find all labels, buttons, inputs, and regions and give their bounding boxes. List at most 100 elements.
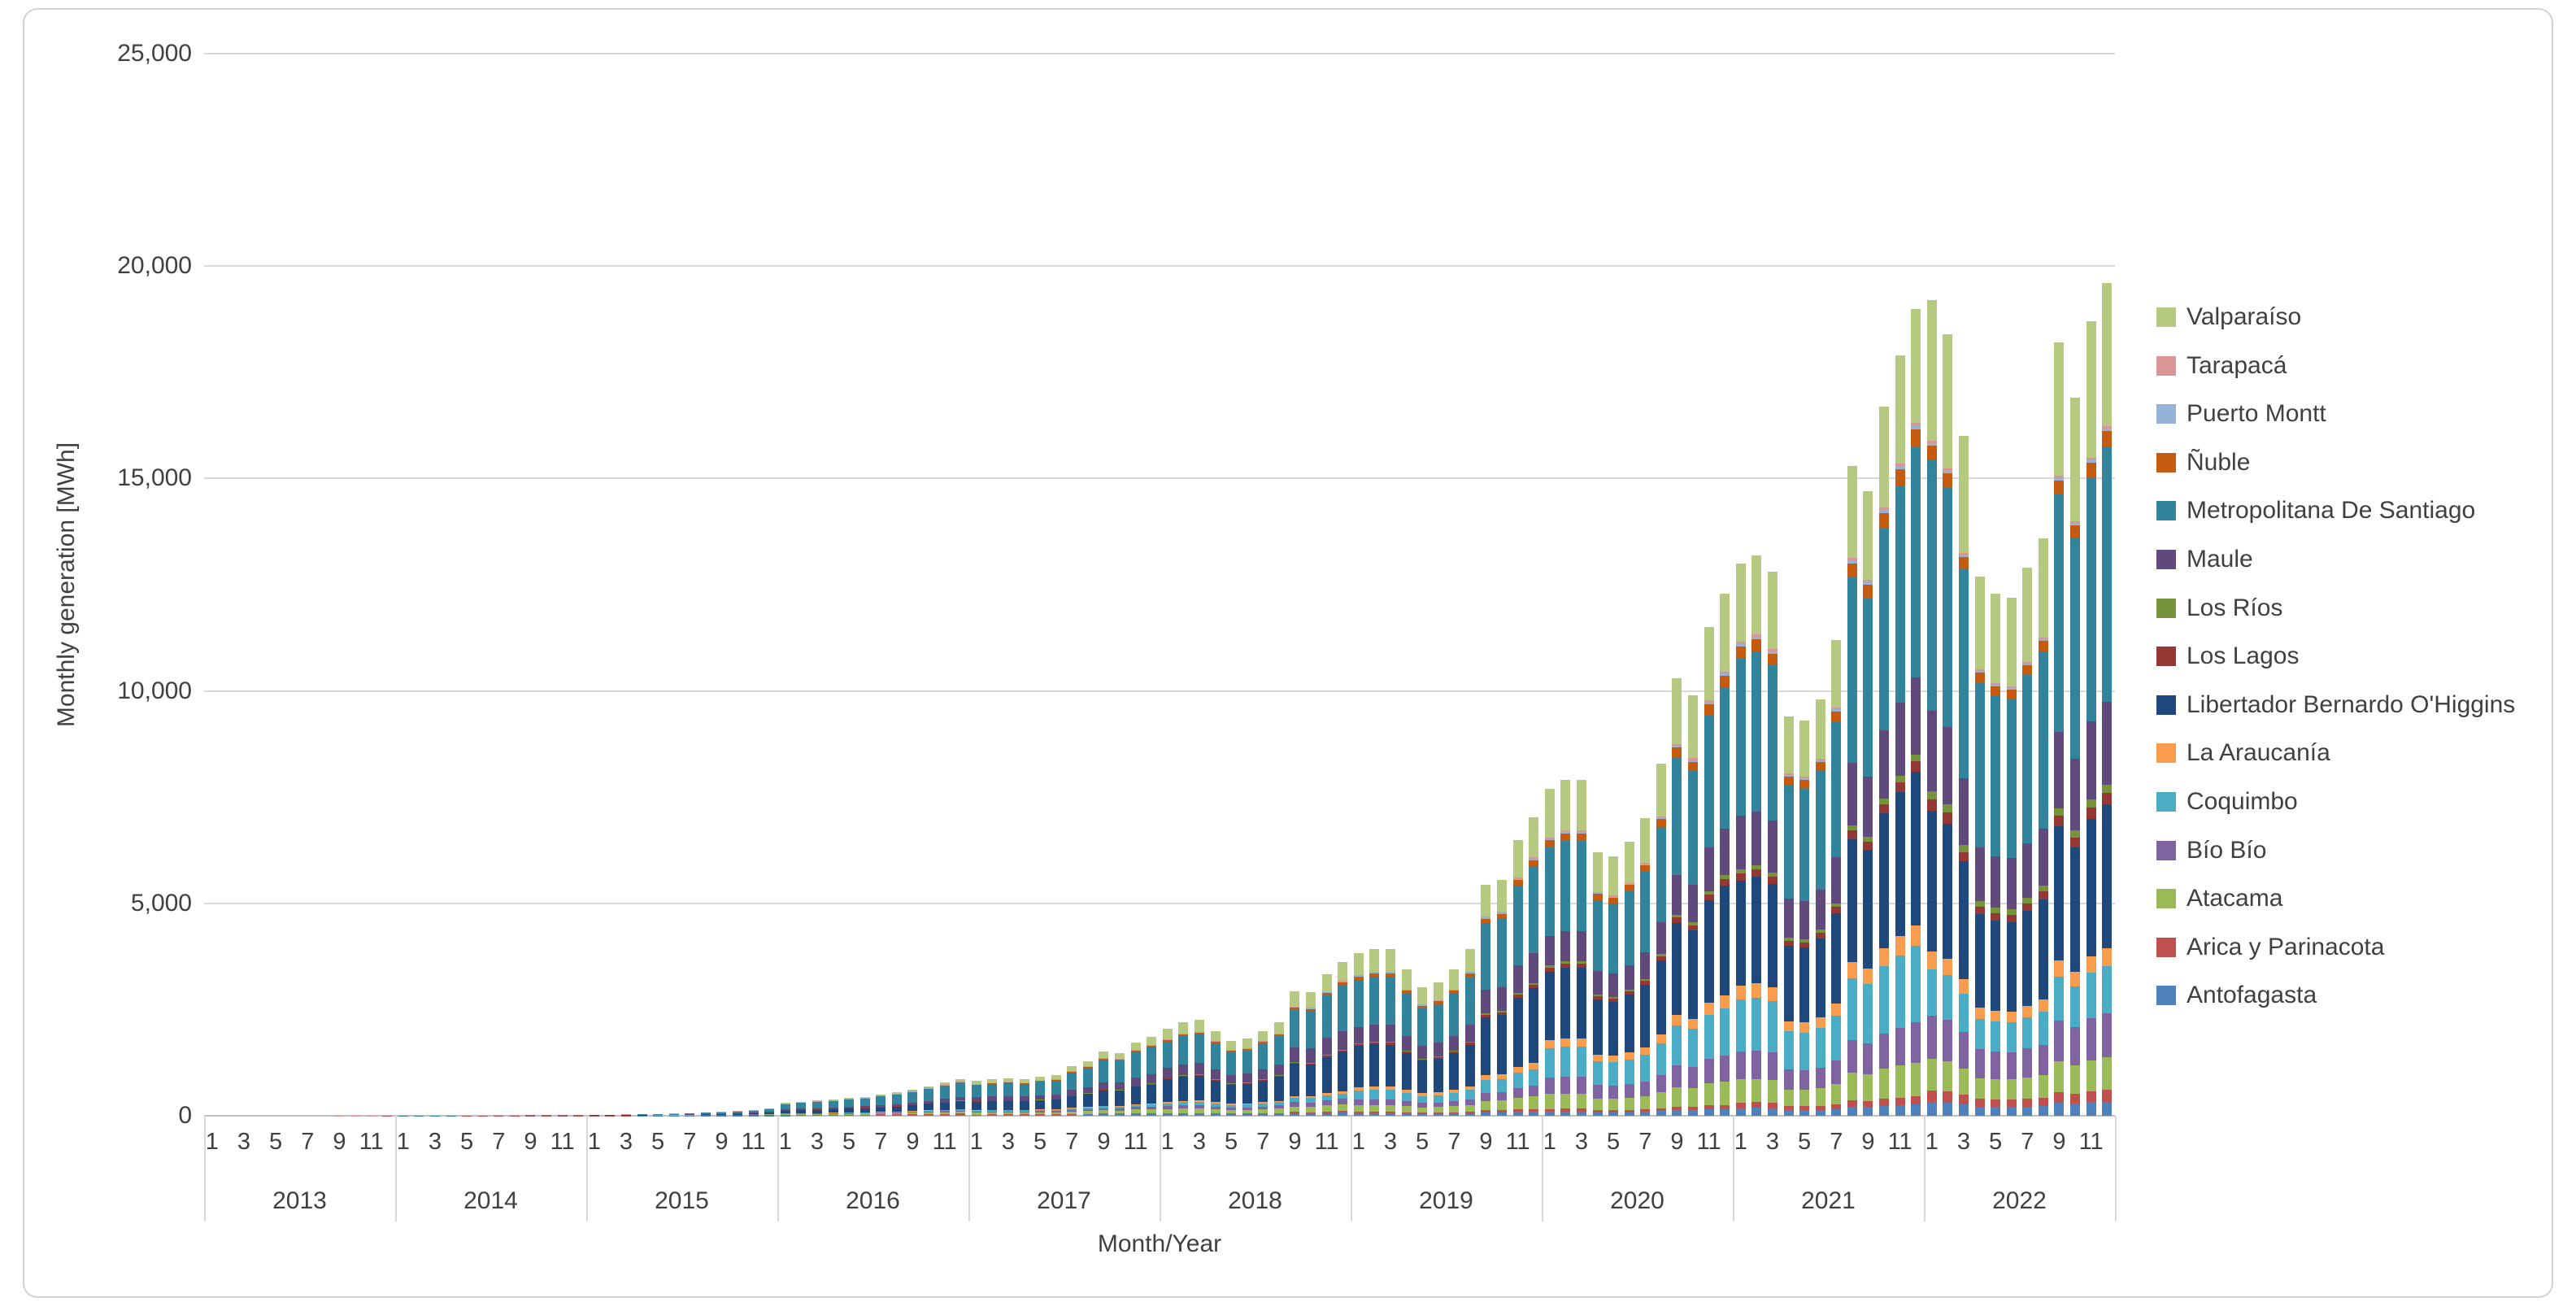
month-tick-label: 5 <box>1225 1129 1238 1155</box>
bar-segment <box>1306 1096 1316 1099</box>
bar-segment <box>859 1113 870 1115</box>
month-tick-label: 9 <box>2052 1129 2066 1155</box>
bar-segment <box>1815 930 1825 934</box>
bar-segment <box>924 1112 934 1114</box>
bar-segment <box>1704 1083 1714 1106</box>
bar-segment <box>939 1113 950 1115</box>
bar-segment <box>1306 1065 1316 1097</box>
bar-segment <box>1529 1096 1539 1109</box>
bar-segment <box>1688 1107 1699 1111</box>
year-label: 2018 <box>1228 1187 1282 1214</box>
bar-segment <box>2086 460 2096 464</box>
bar-segment <box>2038 638 2048 642</box>
bar-segment <box>2102 431 2113 446</box>
bar-segment <box>1544 1108 1555 1112</box>
bar-segment <box>987 1101 998 1110</box>
bar-segment <box>1401 1090 1412 1094</box>
month-tick-label: 5 <box>1607 1129 1621 1155</box>
bar-segment <box>1433 1107 1443 1113</box>
bar-segment <box>1879 507 1890 511</box>
bar-segment <box>1704 704 1714 716</box>
bar-segment <box>1799 938 1810 943</box>
stacked-bar <box>1512 840 1523 1116</box>
bar-segment <box>1624 1109 1634 1113</box>
bar-segment <box>1433 1102 1443 1108</box>
legend-swatch-icon <box>2156 404 2176 425</box>
bar-segment <box>1273 1113 1284 1114</box>
bar-segment <box>1895 955 1905 1028</box>
bar-segment <box>1449 989 1460 991</box>
bar-segment <box>1194 1100 1204 1103</box>
bar-segment <box>2006 690 2017 699</box>
bar-segment <box>1003 1111 1013 1113</box>
bar-segment <box>859 1098 870 1107</box>
bar-segment <box>1943 1060 1953 1092</box>
bar-segment <box>1338 982 1348 985</box>
bar-segment <box>748 1110 759 1113</box>
bar-segment <box>1926 799 1937 811</box>
bar-segment <box>733 1113 743 1115</box>
bar-segment <box>1895 791 1905 937</box>
bar-segment <box>1544 1040 1555 1049</box>
bar-segment <box>1847 577 1857 764</box>
bar-segment <box>1704 1003 1714 1016</box>
bar-segment <box>1767 873 1778 877</box>
bar-segment <box>1911 1062 1921 1097</box>
bar-segment <box>1529 952 1539 983</box>
bar-segment <box>1481 923 1491 991</box>
bar-segment <box>716 1112 727 1114</box>
bar-segment <box>1783 945 1794 1022</box>
stacked-bar <box>1051 1075 1061 1116</box>
bar-segment <box>1911 945 1921 1022</box>
bar-segment <box>1369 948 1380 972</box>
bar-segment <box>1529 859 1539 861</box>
bar-segment <box>1735 658 1746 816</box>
bar-segment <box>2022 1017 2033 1049</box>
bar-segment <box>1958 1095 1969 1104</box>
bar-segment <box>1147 1037 1157 1045</box>
bar-segment <box>1624 884 1634 886</box>
bar-segment <box>1544 847 1555 936</box>
year-label: 2014 <box>463 1187 518 1214</box>
bar-segment <box>1115 1059 1125 1060</box>
month-tick-label: 11 <box>1696 1129 1721 1155</box>
month-tick-label: 1 <box>205 1129 219 1155</box>
legend-label: Libertador Bernardo O'Higgins <box>2187 690 2516 718</box>
bar-segment <box>1847 1106 1857 1116</box>
month-tick-label: 3 <box>619 1129 633 1155</box>
bar-segment <box>1464 1044 1475 1086</box>
bar-segment <box>1433 1001 1443 1004</box>
bar-segment <box>1449 1051 1460 1052</box>
bar-segment <box>2070 1093 2081 1104</box>
bar-segment <box>1130 1113 1141 1116</box>
bar-segment <box>1035 1109 1046 1112</box>
bar-segment <box>1321 1093 1332 1096</box>
bar-segment <box>1735 1108 1746 1116</box>
legend-label: Ñuble <box>2187 448 2251 476</box>
bar-segment <box>2070 521 2081 524</box>
bar-segment <box>1576 931 1586 962</box>
bar-segment <box>1051 1114 1061 1116</box>
bar-segment <box>1115 1105 1125 1107</box>
bar-segment <box>1592 1055 1603 1062</box>
bar-segment <box>1178 1064 1189 1076</box>
bar-segment <box>1672 1014 1682 1026</box>
bar-segment <box>1353 1046 1364 1087</box>
stacked-bar <box>1019 1079 1029 1116</box>
bar-segment <box>1735 1079 1746 1103</box>
bar-segment <box>1433 1113 1443 1116</box>
bar-segment <box>1672 1110 1682 1116</box>
bar-segment <box>1051 1075 1061 1080</box>
bar-segment <box>1385 1025 1395 1042</box>
stacked-bar <box>1879 406 1890 1116</box>
bar-segment <box>1019 1111 1029 1113</box>
bar-segment <box>1688 884 1699 923</box>
stacked-bar <box>1130 1042 1141 1116</box>
bar-segment <box>1640 818 1651 864</box>
bar-segment <box>2054 976 2065 1021</box>
bar-segment <box>1672 1025 1682 1065</box>
bar-segment <box>1847 763 1857 825</box>
bar-segment <box>1544 788 1555 838</box>
bar-segment <box>1720 995 1730 1008</box>
stacked-bar <box>1576 780 1586 1116</box>
